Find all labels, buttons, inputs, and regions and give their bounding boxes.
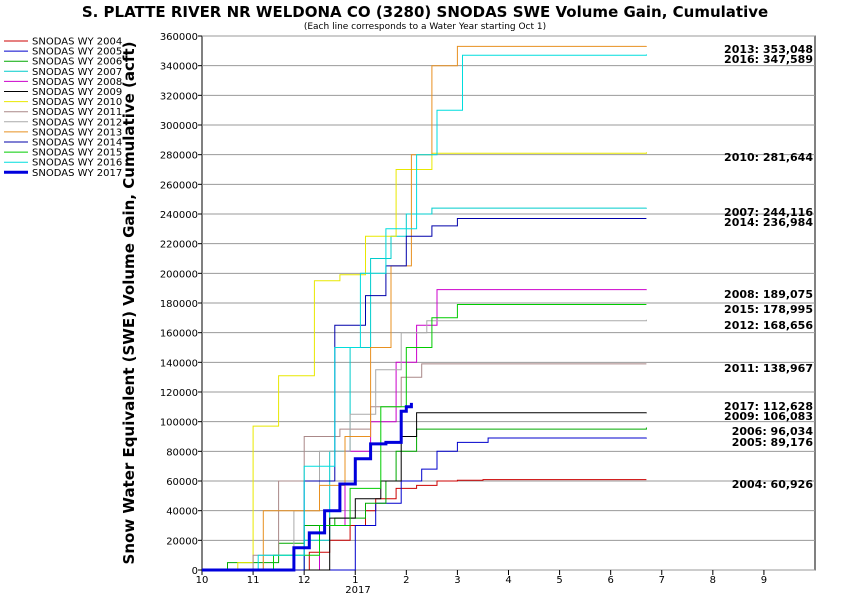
y-tick-label: 20000 — [166, 536, 198, 547]
y-tick-label: 240000 — [160, 210, 198, 221]
legend-entry: SNODAS WY 2017 — [32, 168, 122, 179]
y-tick-label: 80000 — [166, 447, 198, 458]
series-line-snodas-wy-2009 — [202, 412, 647, 571]
legend-entry: SNODAS WY 2004 — [32, 37, 122, 48]
y-tick-label: 220000 — [160, 240, 198, 251]
legend-entry: SNODAS WY 2008 — [32, 77, 122, 88]
legend-entry: SNODAS WY 2010 — [32, 97, 122, 108]
end-label: 2017: 112,628 — [724, 400, 813, 413]
y-tick-label: 280000 — [160, 151, 198, 162]
series-lines — [202, 45, 647, 572]
x-year-label: 2017 — [345, 585, 370, 596]
end-label: 2005: 89,176 — [732, 436, 814, 449]
y-tick-label: 60000 — [166, 477, 198, 488]
end-label: 2010: 281,644 — [724, 151, 813, 164]
y-tick-label: 180000 — [160, 299, 198, 310]
y-axis-label: Snow Water Equivalent (SWE) Volume Gain,… — [120, 42, 138, 565]
end-label: 2009: 106,083 — [724, 410, 813, 423]
legend-entry: SNODAS WY 2006 — [32, 57, 122, 68]
legend-entry: SNODAS WY 2007 — [32, 67, 122, 78]
series-line-snodas-wy-2005 — [202, 437, 647, 571]
end-label: 2016: 347,589 — [724, 53, 813, 66]
series-line-snodas-wy-2016 — [202, 54, 647, 571]
end-label: 2014: 236,984 — [724, 216, 813, 229]
legend-entry: SNODAS WY 2016 — [32, 158, 122, 169]
y-tick-label: 40000 — [166, 507, 198, 518]
x-tick-label: 7 — [659, 575, 665, 586]
x-tick-label: 12 — [298, 575, 311, 586]
y-tick-label: 160000 — [160, 329, 198, 340]
x-tick-label: 11 — [247, 575, 260, 586]
y-tick-label: 200000 — [160, 269, 198, 280]
x-tick-label: 9 — [761, 575, 767, 586]
y-tick-label: 300000 — [160, 121, 198, 132]
series-line-snodas-wy-2013 — [202, 45, 647, 571]
chart-subtitle: (Each line corresponds to a Water Year s… — [304, 22, 546, 32]
y-tick-label: 260000 — [160, 180, 198, 191]
legend-entry: SNODAS WY 2014 — [32, 138, 122, 149]
x-tick-label: 2 — [403, 575, 409, 586]
end-label: 2004: 60,926 — [732, 478, 814, 491]
series-line-snodas-wy-2017 — [202, 402, 413, 572]
legend-entry: SNODAS WY 2009 — [32, 87, 122, 98]
legend-entry: SNODAS WY 2013 — [32, 127, 122, 138]
y-tick-label: 320000 — [160, 91, 198, 102]
y-tick-label: 100000 — [160, 418, 198, 429]
x-tick-label: 3 — [454, 575, 460, 586]
end-label: 2011: 138,967 — [724, 362, 813, 375]
x-tick-label: 1 — [352, 575, 358, 586]
end-label: 2008: 189,075 — [724, 288, 813, 301]
legend-entry: SNODAS WY 2012 — [32, 117, 122, 128]
x-tick-label: 6 — [607, 575, 613, 586]
x-tick-label: 8 — [710, 575, 716, 586]
end-label: 2013: 353,048 — [724, 43, 813, 56]
y-tick-label: 120000 — [160, 388, 198, 399]
x-tick-label: 10 — [196, 575, 209, 586]
legend-entry: SNODAS WY 2015 — [32, 148, 122, 159]
y-tick-label: 340000 — [160, 62, 198, 73]
x-axis-ticks: 10 11 12 1 2 3 4 5 6 7 8 9 — [196, 570, 767, 586]
chart-title: S. PLATTE RIVER NR WELDONA CO (3280) SNO… — [82, 3, 768, 21]
end-label: 2007: 244,116 — [724, 206, 813, 219]
end-label: 2012: 168,656 — [724, 319, 813, 332]
legend-entry: SNODAS WY 2005 — [32, 47, 122, 58]
y-tick-label: 140000 — [160, 358, 198, 369]
y-tick-label: 0 — [192, 566, 198, 577]
end-label: 2006: 96,034 — [732, 425, 814, 438]
x-tick-label: 4 — [505, 575, 511, 586]
legend-entry: SNODAS WY 2011 — [32, 107, 122, 118]
x-tick-label: 5 — [556, 575, 562, 586]
y-tick-label: 360000 — [160, 32, 198, 43]
series-line-snodas-wy-2006 — [202, 427, 647, 571]
y-axis-ticks: 0 20000 40000 60000 80000 100000 120000 140000 1… — [160, 32, 202, 577]
end-label: 2015: 178,995 — [724, 303, 813, 316]
